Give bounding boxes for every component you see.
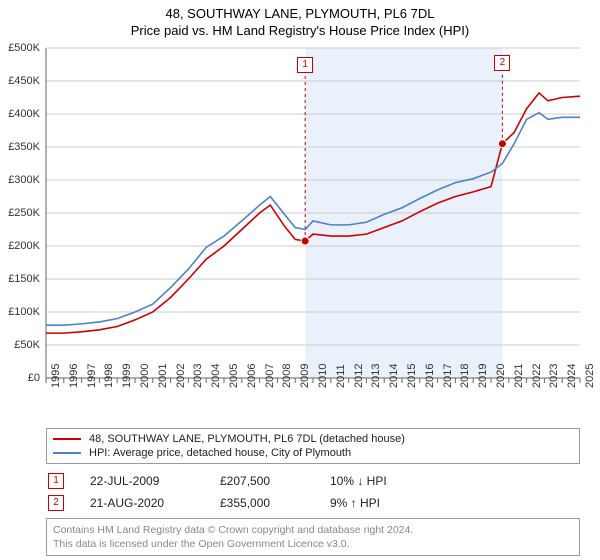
legend-row: 48, SOUTHWAY LANE, PLYMOUTH, PL6 7DL (de… — [53, 432, 573, 446]
y-tick-label: £250K — [0, 207, 40, 219]
legend-label: HPI: Average price, detached house, City… — [89, 447, 351, 459]
y-tick-label: £350K — [0, 141, 40, 153]
x-tick-label: 2022 — [531, 364, 543, 388]
chart-plot-area: 12£0£50K£100K£150K£200K£250K£300K£350K£4… — [46, 48, 580, 378]
x-tick-label: 2012 — [353, 364, 365, 388]
sale-date: 22-JUL-2009 — [90, 474, 220, 488]
x-tick-label: 2009 — [299, 364, 311, 388]
x-tick-label: 2018 — [459, 364, 471, 388]
x-tick-label: 2023 — [548, 364, 560, 388]
legend-row: HPI: Average price, detached house, City… — [53, 446, 573, 460]
x-tick-label: 1996 — [68, 364, 80, 388]
x-tick-label: 2013 — [370, 364, 382, 388]
y-tick-label: £100K — [0, 306, 40, 318]
sale-row: 1 22-JUL-2009£207,50010% ↓ HPI — [46, 470, 580, 492]
x-tick-label: 2015 — [406, 364, 418, 388]
x-tick-label: 2003 — [192, 364, 204, 388]
legend-and-footer: 48, SOUTHWAY LANE, PLYMOUTH, PL6 7DL (de… — [46, 428, 580, 556]
y-tick-label: £0 — [0, 372, 40, 384]
sale-marker-1: 1 — [297, 57, 313, 73]
x-tick-label: 2001 — [157, 364, 169, 388]
sales-table: 1 22-JUL-2009£207,50010% ↓ HPI 2 21-AUG-202… — [46, 470, 580, 514]
chart-subtitle: Price paid vs. HM Land Registry's House … — [0, 21, 600, 38]
attribution-box: Contains HM Land Registry data © Crown c… — [46, 518, 580, 556]
sale-row-marker: 2 — [48, 495, 64, 511]
attribution-line1: Contains HM Land Registry data © Crown c… — [53, 523, 573, 537]
chart-svg — [46, 48, 580, 378]
legend-swatch — [53, 452, 81, 454]
y-tick-label: £450K — [0, 75, 40, 87]
sale-price: £355,000 — [220, 496, 330, 510]
x-tick-label: 2014 — [388, 364, 400, 388]
sale-marker-2: 2 — [494, 55, 510, 71]
x-tick-label: 2004 — [210, 364, 222, 388]
chart-container: 48, SOUTHWAY LANE, PLYMOUTH, PL6 7DL Pri… — [0, 0, 600, 560]
sale-delta: 10% ↓ HPI — [330, 474, 440, 488]
sale-price: £207,500 — [220, 474, 330, 488]
sale-date: 21-AUG-2020 — [90, 496, 220, 510]
y-tick-label: £300K — [0, 174, 40, 186]
x-tick-label: 2016 — [424, 364, 436, 388]
x-tick-label: 2017 — [442, 364, 454, 388]
y-tick-label: £500K — [0, 42, 40, 54]
x-tick-label: 2002 — [175, 364, 187, 388]
x-tick-label: 2007 — [264, 364, 276, 388]
y-tick-label: £50K — [0, 339, 40, 351]
x-tick-label: 1999 — [121, 364, 133, 388]
x-tick-label: 2024 — [566, 364, 578, 388]
x-tick-label: 1995 — [50, 364, 62, 388]
x-tick-label: 2006 — [246, 364, 258, 388]
x-tick-label: 2025 — [584, 364, 596, 388]
sale-row-marker: 1 — [48, 473, 64, 489]
x-tick-label: 2019 — [477, 364, 489, 388]
legend-box: 48, SOUTHWAY LANE, PLYMOUTH, PL6 7DL (de… — [46, 428, 580, 464]
y-tick-label: £400K — [0, 108, 40, 120]
x-tick-label: 2011 — [335, 364, 347, 388]
x-tick-label: 2021 — [513, 364, 525, 388]
x-tick-label: 2020 — [495, 364, 507, 388]
y-tick-label: £150K — [0, 273, 40, 285]
chart-title: 48, SOUTHWAY LANE, PLYMOUTH, PL6 7DL — [0, 0, 600, 21]
legend-swatch — [53, 438, 81, 440]
sale-row: 2 21-AUG-2020£355,0009% ↑ HPI — [46, 492, 580, 514]
x-tick-label: 2000 — [139, 364, 151, 388]
x-tick-label: 1997 — [86, 364, 98, 388]
sale-delta: 9% ↑ HPI — [330, 496, 440, 510]
x-tick-label: 2005 — [228, 364, 240, 388]
y-tick-label: £200K — [0, 240, 40, 252]
x-tick-label: 2010 — [317, 364, 329, 388]
x-tick-label: 1998 — [103, 364, 115, 388]
attribution-line2: This data is licensed under the Open Gov… — [53, 537, 573, 551]
legend-label: 48, SOUTHWAY LANE, PLYMOUTH, PL6 7DL (de… — [89, 433, 405, 445]
x-tick-label: 2008 — [281, 364, 293, 388]
